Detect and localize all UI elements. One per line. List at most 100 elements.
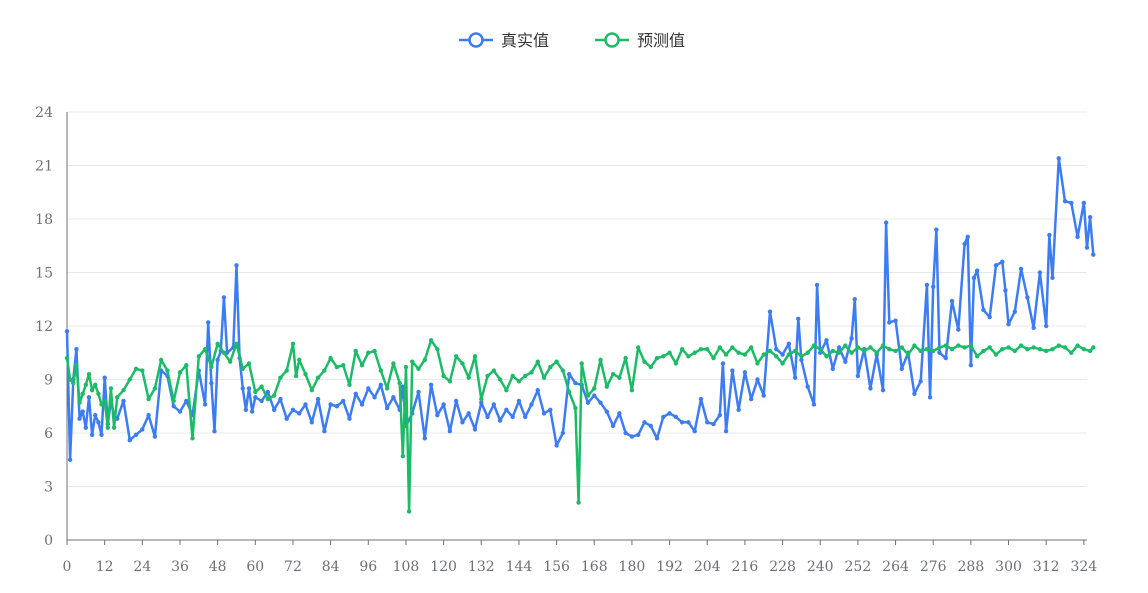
data-point[interactable] bbox=[874, 350, 879, 355]
data-point[interactable] bbox=[629, 388, 635, 393]
data-point[interactable] bbox=[792, 348, 798, 354]
data-point[interactable] bbox=[384, 386, 390, 391]
data-point[interactable] bbox=[372, 395, 377, 400]
data-point[interactable] bbox=[1056, 156, 1061, 161]
data-point[interactable] bbox=[636, 432, 641, 437]
data-point[interactable] bbox=[96, 420, 101, 425]
data-point[interactable] bbox=[96, 391, 101, 396]
data-point[interactable] bbox=[259, 384, 264, 389]
data-point[interactable] bbox=[121, 398, 126, 404]
data-point[interactable] bbox=[792, 375, 798, 380]
data-point[interactable] bbox=[956, 343, 961, 348]
data-point[interactable] bbox=[937, 345, 942, 350]
data-point[interactable] bbox=[623, 355, 628, 361]
data-point[interactable] bbox=[1025, 295, 1030, 300]
data-point[interactable] bbox=[366, 350, 371, 355]
data-point[interactable] bbox=[1062, 345, 1068, 350]
data-point[interactable] bbox=[1031, 345, 1036, 350]
data-point[interactable] bbox=[880, 343, 886, 348]
data-point[interactable] bbox=[196, 354, 202, 359]
data-point[interactable] bbox=[554, 443, 559, 448]
data-point[interactable] bbox=[133, 366, 139, 371]
data-point[interactable] bbox=[642, 420, 647, 425]
data-point[interactable] bbox=[184, 398, 189, 404]
data-point[interactable] bbox=[843, 359, 848, 364]
data-point[interactable] bbox=[642, 359, 647, 364]
data-point[interactable] bbox=[347, 416, 352, 421]
data-point[interactable] bbox=[818, 346, 823, 352]
data-point[interactable] bbox=[340, 398, 346, 404]
data-point[interactable] bbox=[347, 382, 352, 388]
data-point[interactable] bbox=[328, 402, 333, 407]
data-point[interactable] bbox=[723, 429, 729, 434]
data-point[interactable] bbox=[742, 370, 748, 375]
data-point[interactable] bbox=[956, 327, 961, 332]
data-point[interactable] bbox=[887, 320, 892, 325]
data-point[interactable] bbox=[466, 411, 471, 416]
legend[interactable]: 真实值 预测值 bbox=[459, 31, 685, 50]
data-point[interactable] bbox=[209, 380, 214, 386]
data-point[interactable] bbox=[215, 357, 220, 363]
data-point[interactable] bbox=[315, 375, 321, 380]
data-point[interactable] bbox=[852, 297, 857, 302]
data-point[interactable] bbox=[560, 368, 566, 373]
data-point[interactable] bbox=[673, 414, 679, 420]
data-point[interactable] bbox=[453, 398, 459, 404]
data-point[interactable] bbox=[868, 386, 873, 391]
data-point[interactable] bbox=[89, 388, 95, 393]
data-point[interactable] bbox=[253, 395, 258, 400]
data-point[interactable] bbox=[1069, 200, 1074, 206]
data-point[interactable] bbox=[1050, 346, 1055, 352]
data-point[interactable] bbox=[629, 434, 635, 439]
data-point[interactable] bbox=[814, 282, 820, 288]
data-point[interactable] bbox=[855, 345, 861, 350]
data-point[interactable] bbox=[290, 341, 296, 347]
data-point[interactable] bbox=[843, 343, 848, 348]
data-point[interactable] bbox=[1091, 345, 1096, 350]
data-point[interactable] bbox=[77, 400, 82, 405]
data-point[interactable] bbox=[1091, 252, 1096, 257]
data-point[interactable] bbox=[359, 363, 365, 368]
data-point[interactable] bbox=[993, 263, 999, 268]
data-point[interactable] bbox=[981, 307, 986, 313]
data-point[interactable] bbox=[1025, 346, 1030, 352]
data-point[interactable] bbox=[510, 414, 515, 420]
data-point[interactable] bbox=[115, 395, 120, 400]
data-point[interactable] bbox=[466, 375, 471, 380]
data-point[interactable] bbox=[686, 354, 691, 359]
data-point[interactable] bbox=[212, 429, 217, 434]
data-point[interactable] bbox=[566, 389, 572, 395]
data-point[interactable] bbox=[748, 345, 754, 350]
data-point[interactable] bbox=[971, 275, 977, 281]
data-point[interactable] bbox=[366, 386, 371, 391]
data-point[interactable] bbox=[397, 380, 402, 386]
data-point[interactable] bbox=[74, 363, 79, 368]
data-point[interactable] bbox=[190, 436, 195, 441]
data-point[interactable] bbox=[949, 346, 955, 352]
data-point[interactable] bbox=[1006, 322, 1011, 327]
data-point[interactable] bbox=[698, 396, 704, 402]
data-point[interactable] bbox=[1047, 232, 1052, 238]
data-point[interactable] bbox=[965, 234, 970, 240]
data-point[interactable] bbox=[880, 388, 886, 393]
data-point[interactable] bbox=[585, 393, 591, 398]
data-point[interactable] bbox=[610, 371, 616, 377]
data-point[interactable] bbox=[391, 395, 396, 400]
data-point[interactable] bbox=[774, 346, 779, 352]
data-point[interactable] bbox=[121, 388, 126, 393]
data-point[interactable] bbox=[755, 361, 760, 366]
data-point[interactable] bbox=[108, 386, 114, 391]
data-point[interactable] bbox=[253, 389, 258, 395]
data-point[interactable] bbox=[221, 295, 227, 300]
data-point[interactable] bbox=[328, 355, 333, 361]
data-point[interactable] bbox=[604, 384, 610, 389]
data-point[interactable] bbox=[1000, 259, 1005, 264]
data-point[interactable] bbox=[1087, 348, 1093, 354]
data-point[interactable] bbox=[93, 382, 98, 388]
data-point[interactable] bbox=[661, 354, 666, 359]
data-point[interactable] bbox=[80, 409, 85, 414]
data-point[interactable] bbox=[1044, 323, 1049, 329]
data-point[interactable] bbox=[322, 368, 327, 373]
legend-item-2[interactable]: 预测值 bbox=[595, 31, 685, 50]
data-point[interactable] bbox=[981, 348, 986, 354]
